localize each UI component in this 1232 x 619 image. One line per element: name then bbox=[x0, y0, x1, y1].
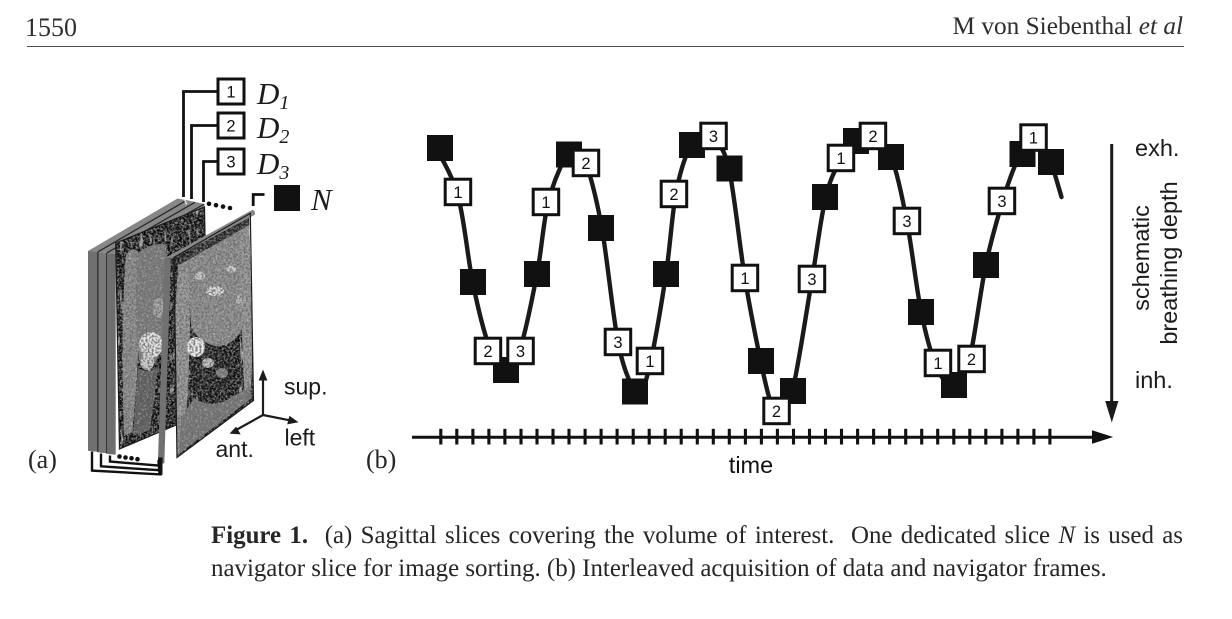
svg-text:1: 1 bbox=[226, 84, 235, 102]
svg-text:3: 3 bbox=[709, 128, 718, 146]
svg-text:exh.: exh. bbox=[1135, 135, 1179, 161]
svg-text:2: 2 bbox=[669, 186, 678, 204]
svg-text:inh.: inh. bbox=[1135, 367, 1173, 393]
svg-text:3: 3 bbox=[516, 343, 525, 361]
svg-text:breathing depth: breathing depth bbox=[1156, 181, 1182, 344]
svg-text:3: 3 bbox=[807, 271, 816, 289]
svg-text:schematic: schematic bbox=[1128, 205, 1154, 311]
svg-text:1: 1 bbox=[645, 353, 654, 371]
svg-text:(b): (b) bbox=[366, 445, 396, 474]
svg-text:1: 1 bbox=[453, 184, 462, 202]
svg-text:(a): (a) bbox=[28, 445, 57, 474]
svg-text:1: 1 bbox=[933, 355, 942, 373]
svg-text:ant.: ant. bbox=[216, 436, 254, 462]
svg-text:2: 2 bbox=[483, 343, 492, 361]
svg-text:time: time bbox=[729, 452, 773, 478]
svg-text:3: 3 bbox=[997, 193, 1006, 211]
svg-text:D1: D1 bbox=[256, 76, 289, 114]
svg-text:1: 1 bbox=[740, 270, 749, 288]
svg-text:2: 2 bbox=[967, 351, 976, 369]
svg-text:3: 3 bbox=[902, 213, 911, 231]
svg-text:2: 2 bbox=[226, 118, 235, 136]
svg-text:3: 3 bbox=[226, 154, 235, 172]
svg-text:3: 3 bbox=[613, 334, 622, 352]
svg-text:left: left bbox=[285, 425, 316, 451]
svg-text:D2: D2 bbox=[256, 110, 289, 148]
svg-text:1: 1 bbox=[541, 194, 550, 212]
svg-text:1: 1 bbox=[836, 150, 845, 168]
svg-text:2: 2 bbox=[772, 403, 781, 421]
svg-text:1: 1 bbox=[1029, 129, 1038, 147]
svg-text:sup.: sup. bbox=[284, 374, 327, 400]
svg-text:2: 2 bbox=[868, 128, 877, 146]
svg-text:2: 2 bbox=[581, 155, 590, 173]
svg-text:N: N bbox=[310, 182, 334, 217]
svg-text:D3: D3 bbox=[256, 146, 289, 184]
